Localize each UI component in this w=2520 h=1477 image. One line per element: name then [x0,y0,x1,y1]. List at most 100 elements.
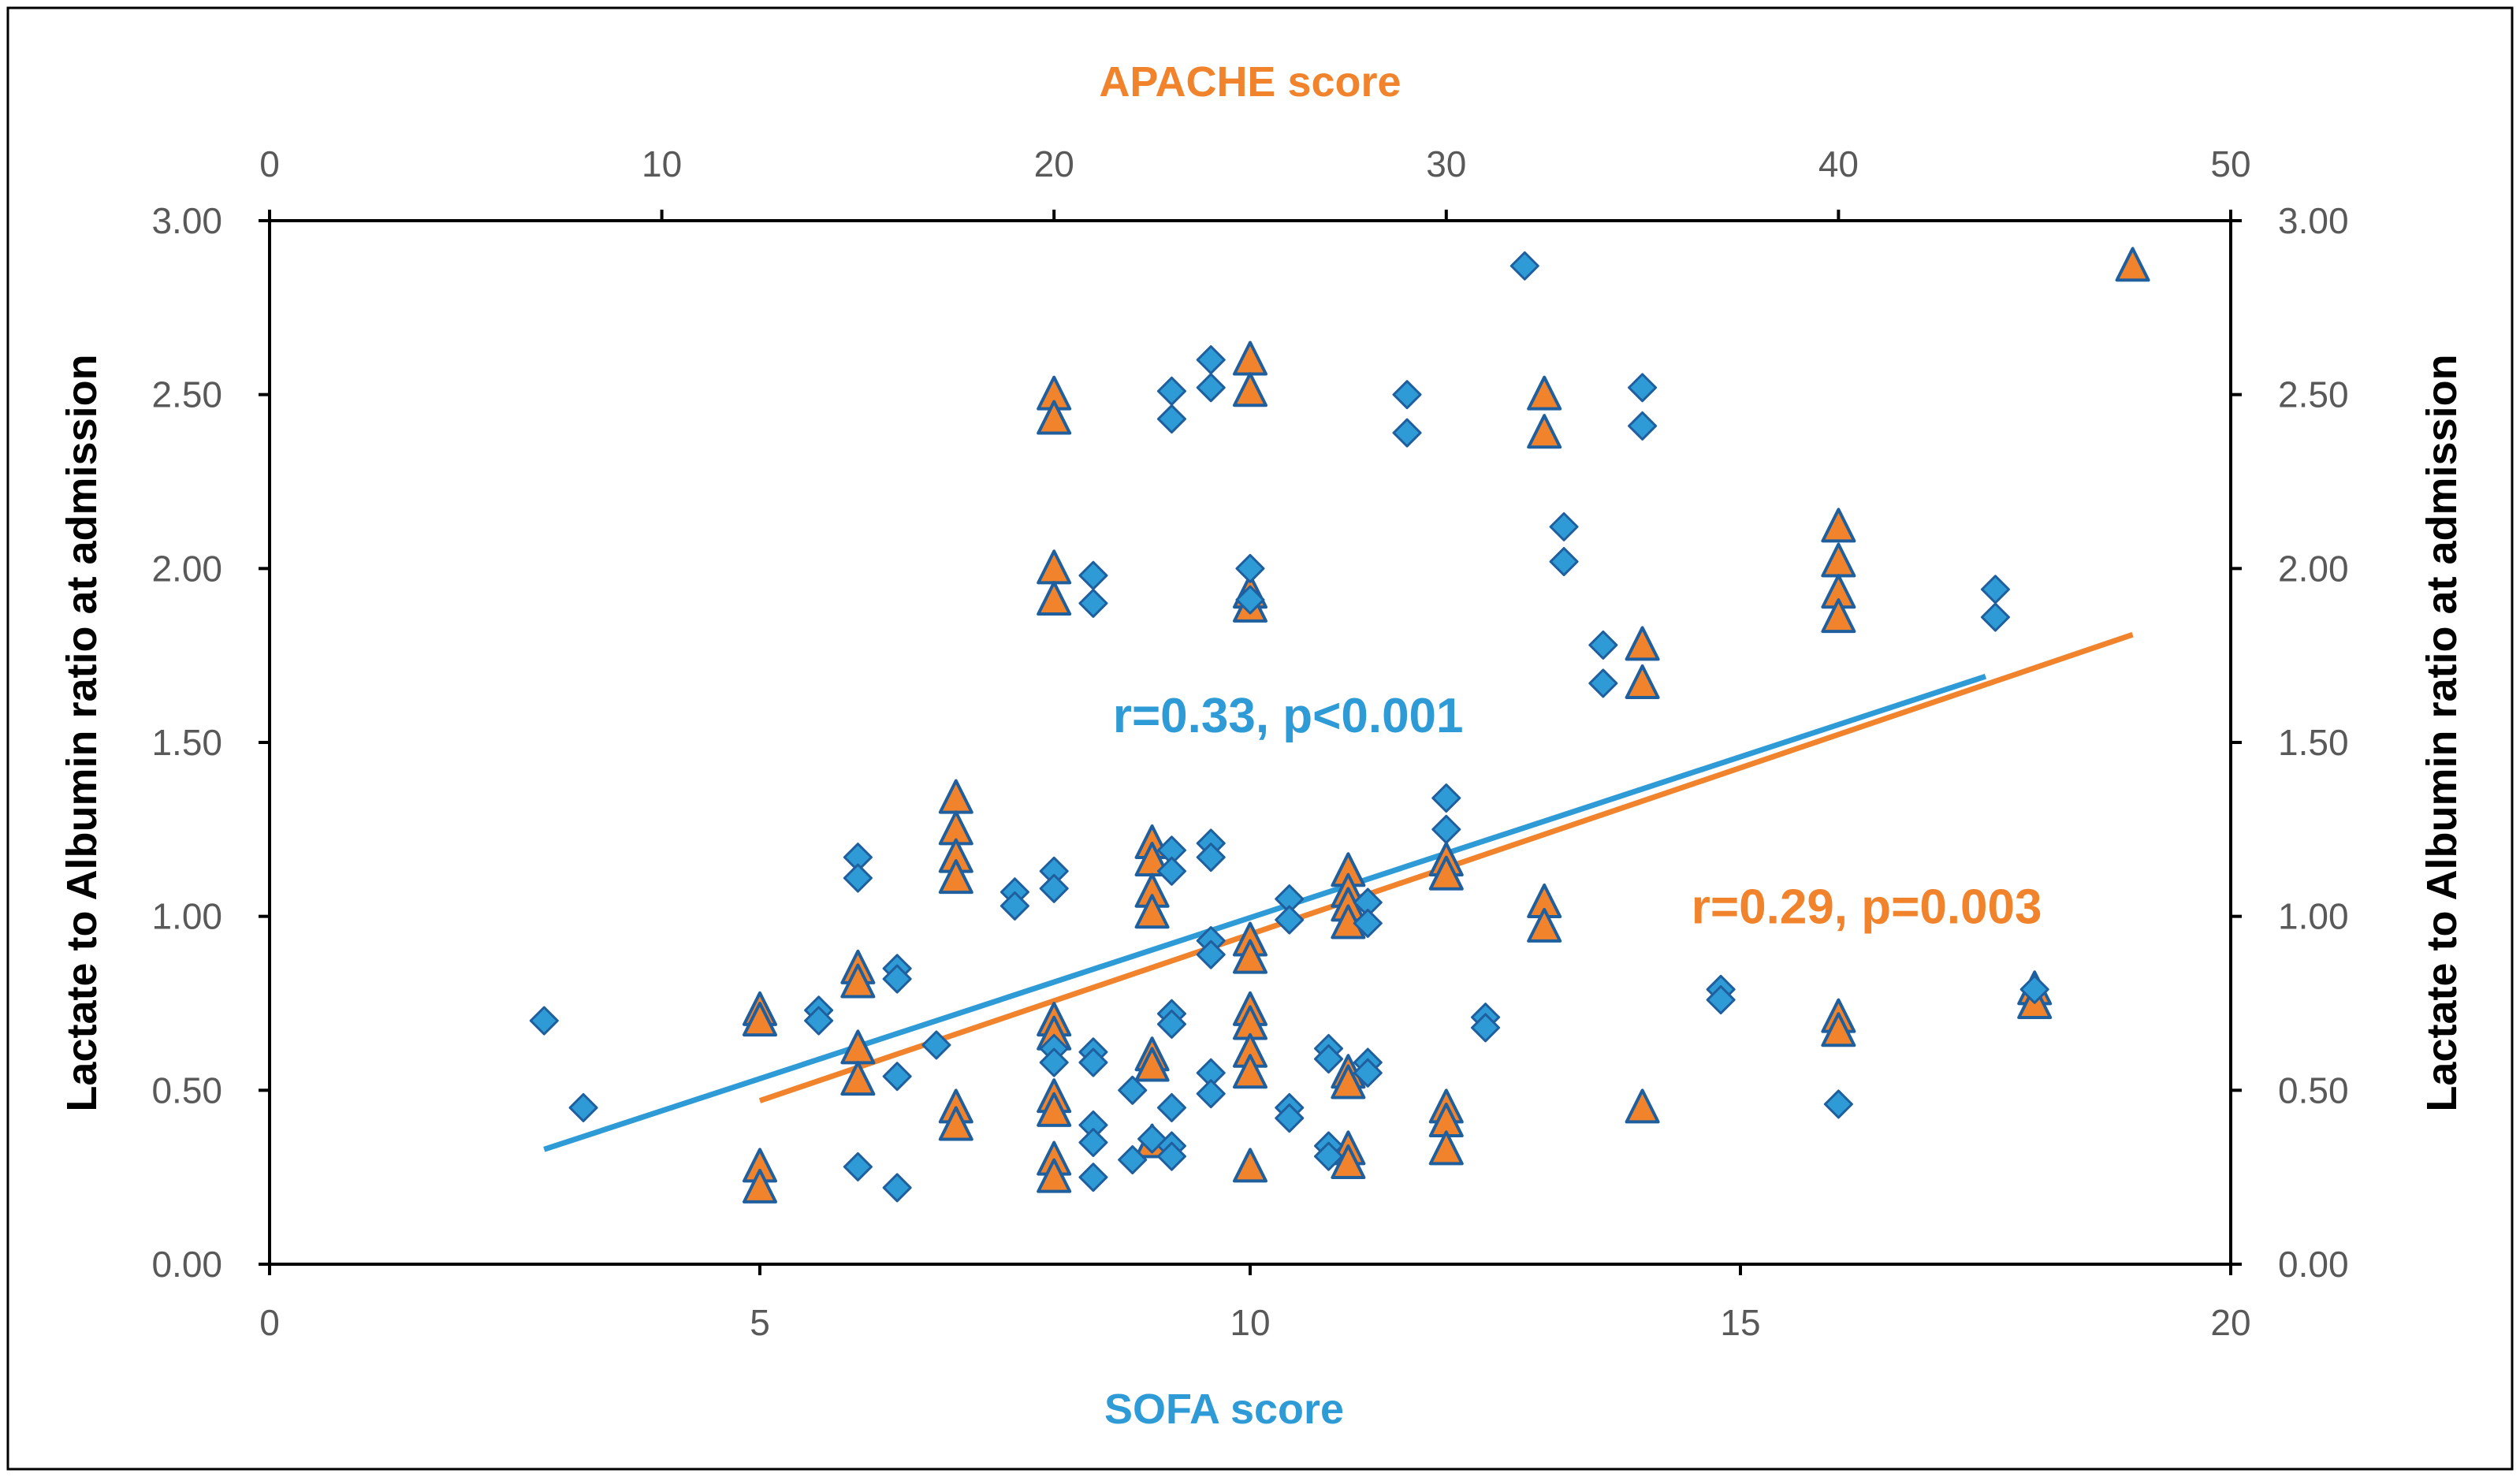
sofa-point [1156,856,1186,886]
sofa-point [1078,1163,1108,1192]
sofa-point [1392,380,1422,410]
apache-point [743,1002,777,1037]
sofa-point [529,1006,559,1036]
y2-tick-label: 1.00 [2278,896,2349,937]
sofa-point [804,1006,834,1036]
apache-point [1428,1130,1464,1166]
sofa-point [882,1062,912,1092]
x2-tick-label: 10 [642,143,682,184]
sofa-point [1392,418,1422,448]
x-axis-title: SOFA score [1104,1386,1344,1433]
apache-point [1233,939,1267,974]
plot-area: 0.00 0.00 0.50 0.50 1.00 1.00 1.50 1.50 2.00 2.00… [151,143,2348,1343]
apache-point [1233,1148,1267,1183]
x-tick-label: 5 [750,1302,770,1343]
apache-point [1821,508,1856,543]
apache-point [1233,372,1267,407]
x2-tick-label: 50 [2210,143,2250,184]
x2-tick-label: 30 [1426,143,1466,184]
apache-point [938,1106,973,1141]
apache-correlation: r=0.29, p=0.003 [1692,880,2042,934]
apache-point [1625,626,1660,661]
sofa-point [1549,547,1579,577]
sofa-point [1471,1013,1501,1043]
sofa-point [1549,512,1579,541]
apache-point [1428,855,1464,891]
sofa-point [1196,843,1226,872]
sofa-trendline [543,673,1987,1152]
apache-point [1331,1064,1366,1099]
x-tick-label: 15 [1720,1302,1760,1343]
x2-tick-label: 0 [259,143,280,184]
sofa-point [1275,1103,1305,1133]
x-tick-label: 10 [1230,1302,1270,1343]
apache-point [840,1061,876,1096]
y2-tick-label: 1.50 [2278,722,2349,763]
sofa-point [843,1151,873,1181]
y-tick-label: 0.00 [151,1244,222,1285]
apache-point [1527,375,1562,411]
apache-point [1037,400,1072,435]
sofa-point [1353,1058,1383,1088]
x-tick-label: 0 [259,1302,280,1343]
y-tick-label: 3.00 [151,200,222,241]
y-tick-label: 2.00 [151,548,222,589]
y-tick-label: 1.50 [151,722,222,763]
sofa-point [1196,939,1226,969]
sofa-point [1156,1009,1186,1039]
top-axis-title: APACHE score [1099,58,1401,106]
sofa-point [1078,588,1108,618]
sofa-point [1118,1145,1148,1175]
y-tick-label: 1.00 [151,896,222,937]
sofa-point [843,863,873,893]
apache-point [1233,1054,1267,1089]
sofa-point [1431,814,1461,844]
sofa-point [882,964,912,994]
sofa-point [2019,974,2049,1004]
sofa-point [1196,1079,1226,1109]
apache-point [1625,664,1660,699]
y-axis-title: Lactate to Albumin ratio at admission [58,354,106,1111]
sofa-point [1078,1128,1108,1158]
sofa-point [1196,373,1226,403]
sofa-point [568,1092,598,1122]
sofa-point [1039,1047,1069,1077]
apache-point [1134,894,1170,929]
apache-point [1037,1158,1072,1193]
sofa-point [882,1173,912,1203]
y2-tick-label: 0.00 [2278,1244,2349,1285]
apache-point [1625,1088,1660,1124]
sofa-point [1078,1047,1108,1077]
sofa-point [1431,783,1461,813]
y2-tick-label: 3.00 [2278,200,2349,241]
apache-point [1331,1144,1366,1180]
y-tick-label: 2.50 [151,374,222,415]
sofa-point [1039,873,1069,903]
apache-point [2115,247,2150,282]
apache-point [1821,598,1856,634]
apache-point [1527,907,1562,943]
apache-point [840,963,876,999]
sofa-point [1235,585,1265,615]
apache-point [938,859,973,895]
sofa-point [1823,1089,1853,1119]
sofa-point [1980,602,2010,632]
sofa-point [1588,630,1618,660]
sofa-point [999,891,1029,921]
apache-point [1134,1047,1170,1082]
sofa-point [1235,553,1265,583]
sofa-point [1588,668,1618,698]
y-tick-label: 0.50 [151,1070,222,1111]
sofa-point [1156,404,1186,434]
sofa-point [1314,1044,1344,1074]
x2-tick-label: 20 [1034,143,1074,184]
right-y-axis-title: Lactate to Albumin ratio at admission [2418,354,2466,1111]
sofa-point [1628,373,1658,403]
apache-point [743,1168,777,1204]
y2-tick-label: 2.50 [2278,374,2349,415]
sofa-point [1118,1075,1148,1105]
y2-tick-label: 0.50 [2278,1070,2349,1111]
x2-tick-label: 40 [1818,143,1859,184]
x-tick-label: 20 [2210,1302,2250,1343]
